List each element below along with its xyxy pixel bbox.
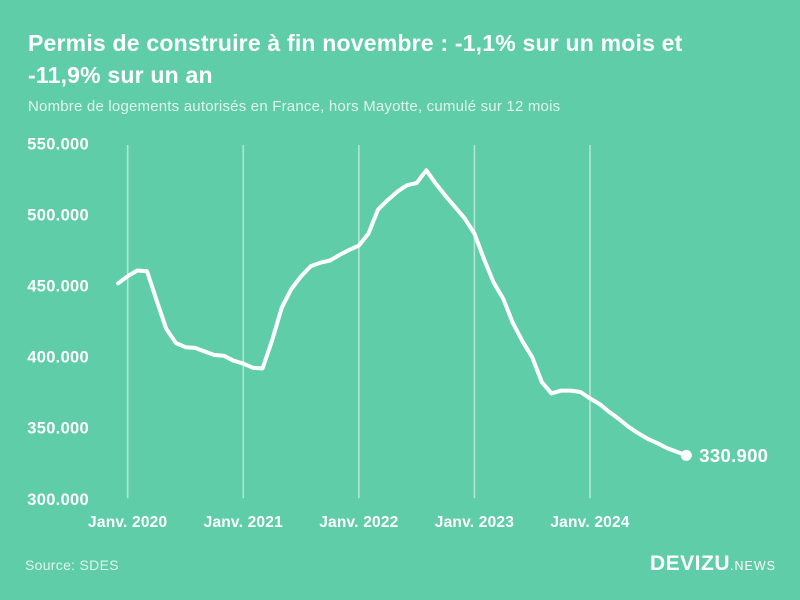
y-tick-label: 300.000 <box>27 491 89 509</box>
x-axis-labels: Janv. 2020 Janv. 2021 Janv. 2022 Janv. 2023… <box>88 514 630 531</box>
y-axis-labels: 550.000 500.000 450.000 400.000 350.000 300.0… <box>27 136 89 509</box>
data-line <box>116 168 689 458</box>
x-gridlines <box>126 145 591 499</box>
chart-subtitle: Nombre de logements autorisés en France,… <box>28 98 561 115</box>
chart-footer: Source: SDES DEVIZU.NEWS <box>25 552 776 576</box>
y-tick-label: 350.000 <box>27 420 89 438</box>
chart-title: Permis de construire à fin novembre : -1… <box>28 30 683 88</box>
devizu-logo: DEVIZU.NEWS <box>650 552 776 576</box>
y-tick-label: 450.000 <box>27 278 89 296</box>
y-tick-label: 400.000 <box>27 349 89 367</box>
x-tick-label: Janv. 2024 <box>550 514 629 531</box>
x-tick-label: Janv. 2022 <box>319 514 398 531</box>
x-tick-label: Janv. 2021 <box>204 514 283 531</box>
logo-main-text: DEVIZU <box>650 552 731 575</box>
source-label: Source: SDES <box>25 557 119 573</box>
y-tick-label: 500.000 <box>27 207 89 225</box>
x-tick-label: Janv. 2020 <box>88 514 167 531</box>
end-value-label: 330.900 <box>699 445 768 466</box>
end-point-marker <box>680 449 692 461</box>
chart-header: Permis de construire à fin novembre : -1… <box>28 27 788 115</box>
y-tick-label: 550.000 <box>27 136 89 154</box>
x-tick-label: Janv. 2023 <box>435 514 514 531</box>
logo-suffix-text: .NEWS <box>730 559 776 573</box>
